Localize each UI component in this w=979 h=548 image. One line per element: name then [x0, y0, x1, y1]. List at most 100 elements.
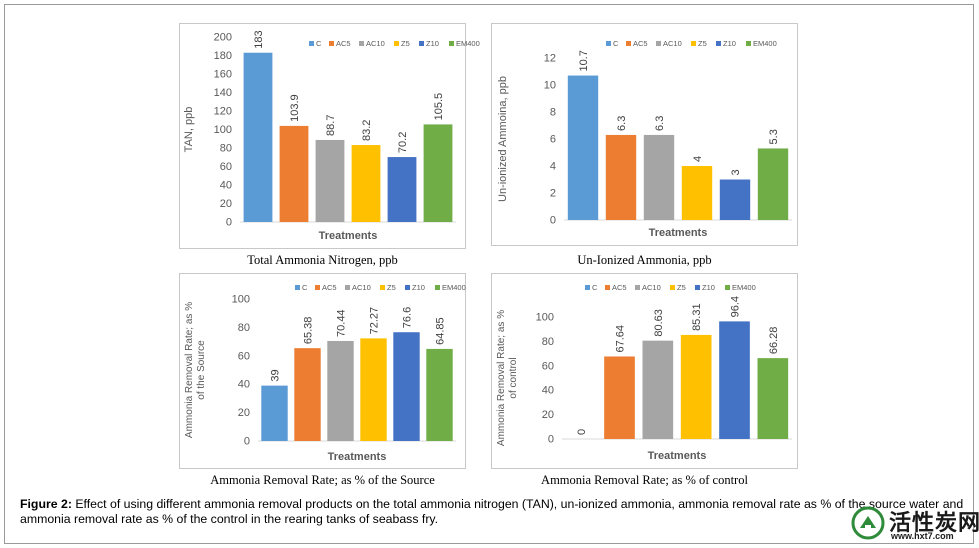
legend-item-ac5: AC5	[633, 39, 648, 48]
logo-emblem-icon	[851, 506, 885, 540]
legend-item-z10-swatch	[419, 41, 424, 46]
chart-panel-tan: 0 20 40 60 80 100 120 140 160 180 200 183 103.9 88.7 8…	[179, 23, 480, 249]
legend-item-z10: Z10	[702, 283, 715, 292]
data-label: 5.3	[768, 129, 780, 144]
legend-item-em400: EM400	[732, 283, 756, 292]
legend-item-z10-swatch	[405, 285, 410, 290]
y-tick-label: 100	[214, 124, 232, 136]
legend-item-z5: Z5	[401, 39, 410, 48]
legend-item-c-swatch	[606, 41, 611, 46]
y-tick-label: 8	[550, 107, 556, 119]
bar-c	[261, 385, 288, 441]
legend-item-ac10: AC10	[663, 39, 682, 48]
y-tick-label: 40	[542, 385, 554, 397]
chart-panel-removal-control: 0 20 40 60 80 100 0 67.64 80.63 85.31 96.4 66.28 C AC…	[491, 273, 798, 469]
data-label: 4	[692, 156, 704, 162]
y-tick-label: 120	[214, 106, 232, 118]
legend-item-ac5: AC5	[612, 283, 627, 292]
data-label: 103.9	[289, 94, 301, 122]
legend-item-c: C	[592, 283, 598, 292]
legend-item-em400-swatch	[449, 41, 454, 46]
chart-removal-source: 0 20 40 60 80 100 39 65.38 70.44 72.27 76.6 64.85 C A…	[184, 283, 466, 463]
data-label: 70.2	[397, 132, 409, 153]
bar-c	[567, 75, 599, 220]
y-tick-label: 10	[544, 80, 556, 92]
bar-ac5	[605, 134, 637, 220]
chart-unionized: 0 2 4 6 8 10 12 10.7 6.3 6.3 4 3 5.3 C AC5 AC10 Z5 Z10 EM4…	[497, 39, 792, 239]
legend-item-z10-swatch	[695, 285, 700, 290]
y-tick-label: 180	[214, 50, 232, 62]
legend-item-em400-swatch	[435, 285, 440, 290]
bar-z5	[360, 338, 387, 441]
legend-item-ac10-swatch	[359, 41, 364, 46]
y-tick-label: 0	[244, 436, 250, 448]
y-tick-label: 20	[238, 407, 250, 419]
logo-url: www.hxt7.com	[891, 531, 954, 541]
figure-caption: Figure 2: Effect of using different ammo…	[20, 497, 965, 527]
y-tick-label: 100	[536, 312, 554, 324]
data-label: 0	[576, 429, 588, 435]
figure-frame	[4, 4, 974, 544]
legend-item-ac5-swatch	[315, 285, 320, 290]
bar-z5	[681, 166, 713, 220]
data-label: 72.27	[369, 307, 381, 335]
site-logo: 活性炭网 www.hxt7.com	[851, 504, 979, 544]
bar-ac10	[315, 139, 345, 222]
bar-em400	[757, 358, 789, 439]
caption-text: Effect of using different ammonia remova…	[20, 497, 964, 526]
legend-item-ac10-swatch	[345, 285, 350, 290]
y-axis-label: TAN, ppb	[183, 107, 195, 153]
legend-item-z5-swatch	[380, 285, 385, 290]
legend-item-ac5: AC5	[336, 39, 351, 48]
legend-item-z10: Z10	[426, 39, 439, 48]
bar-em400	[423, 124, 453, 222]
legend-item-z10: Z10	[723, 39, 736, 48]
data-label: 76.6	[402, 307, 414, 328]
bar-z5	[351, 145, 381, 222]
bar-em400	[757, 148, 789, 220]
legend-item-em400-swatch	[725, 285, 730, 290]
y-tick-label: 140	[214, 87, 232, 99]
data-label: 70.44	[336, 309, 348, 337]
chart-title-tan: Total Ammonia Nitrogen, ppb	[247, 253, 398, 267]
data-label: 66.28	[768, 327, 780, 355]
x-axis-label: Treatments	[648, 450, 707, 462]
bar-z5	[680, 334, 712, 439]
bar-z10	[387, 157, 417, 222]
legend-item-ac5-swatch	[605, 285, 610, 290]
y-tick-label: 4	[550, 161, 556, 173]
data-label: 65.38	[303, 317, 315, 345]
bar-z10	[393, 332, 420, 441]
y-tick-label: 2	[550, 188, 556, 200]
data-label: 183	[253, 30, 265, 48]
legend-item-em400: EM400	[442, 283, 466, 292]
legend-item-em400: EM400	[753, 39, 777, 48]
y-tick-label: 80	[542, 336, 554, 348]
legend-item-ac10-swatch	[656, 41, 661, 46]
y-tick-label: 6	[550, 134, 556, 146]
y-tick-label: 20	[542, 409, 554, 421]
bar-ac10	[642, 340, 674, 439]
legend-item-z10: Z10	[412, 283, 425, 292]
y-tick-label: 0	[548, 434, 554, 446]
chart-panel-unionized: 0 2 4 6 8 10 12 10.7 6.3 6.3 4 3 5.3 C AC5 AC10 Z5 Z10 EM4…	[491, 23, 798, 246]
legend-item-c-swatch	[309, 41, 314, 46]
bar-c	[243, 52, 273, 222]
bar-ac5	[279, 125, 309, 222]
data-label: 85.31	[691, 303, 703, 331]
y-axis-label-line: Ammonia Removal Rate; as %	[184, 302, 195, 438]
data-label: 96.4	[730, 296, 742, 317]
y-tick-label: 60	[238, 350, 250, 362]
legend-item-z5-swatch	[394, 41, 399, 46]
legend-item-z5-swatch	[670, 285, 675, 290]
legend-item-c-swatch	[295, 285, 300, 290]
y-axis-label-line: of control	[508, 357, 519, 398]
chart-tan: 0 20 40 60 80 100 120 140 160 180 200 183 103.9 88.7 8…	[183, 30, 480, 242]
chart-title-removal-control: Ammonia Removal Rate; as % of control	[541, 473, 748, 487]
legend-item-z5: Z5	[387, 283, 396, 292]
legend-item-ac5: AC5	[322, 283, 337, 292]
y-tick-label: 40	[238, 379, 250, 391]
legend-item-ac5-swatch	[329, 41, 334, 46]
x-axis-label: Treatments	[649, 227, 708, 239]
bar-ac5	[604, 356, 635, 439]
